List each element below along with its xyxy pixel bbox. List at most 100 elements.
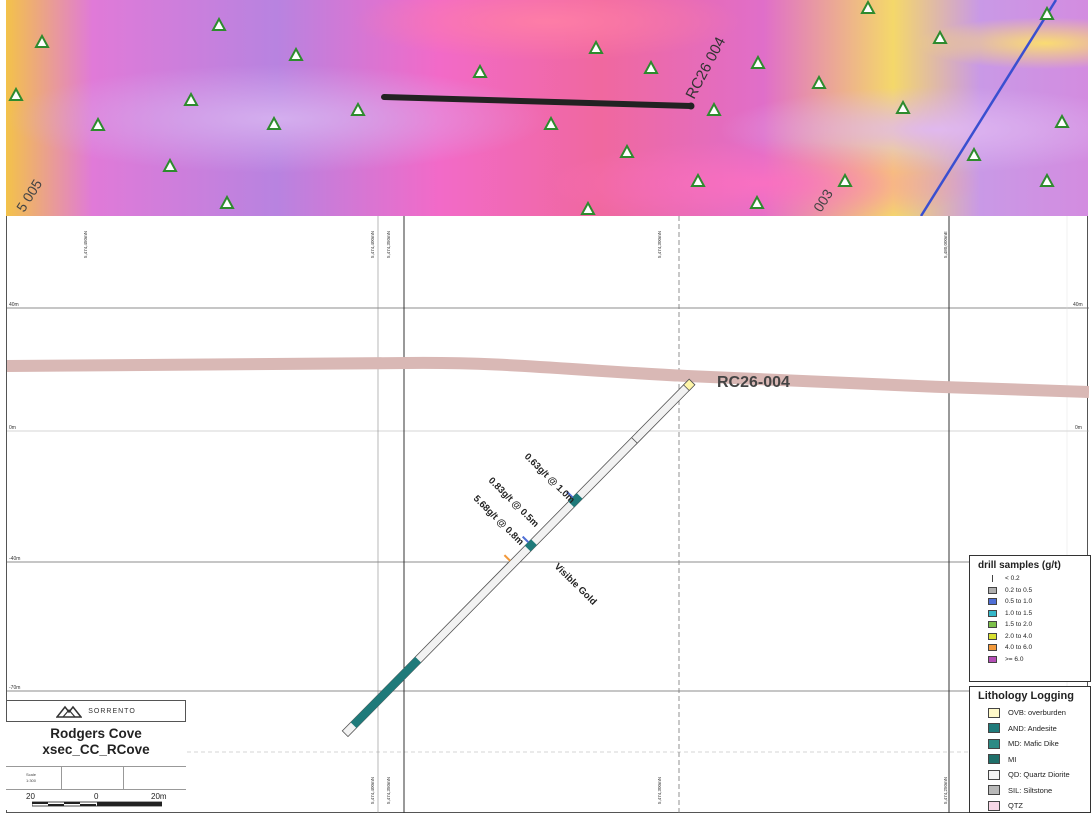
lith-legend-swatch: [988, 723, 1000, 734]
lith-legend-label: MI: [1008, 754, 1017, 764]
lith-legend-item: MI: [970, 752, 1090, 768]
drill-legend-swatch: [988, 632, 997, 640]
station-triangle-icon: [162, 157, 178, 172]
drill-legend-swatch: [988, 598, 997, 606]
lith-legend-swatch: [988, 785, 1000, 796]
scale-tick: 20: [26, 792, 35, 801]
station-triangle-icon: [472, 63, 488, 78]
drill-legend-label: >= 6.0: [1005, 655, 1024, 663]
stations-group: [8, 0, 1070, 215]
drill-legend-title: drill samples (g/t): [978, 560, 1061, 571]
lith-legend-swatch: [988, 738, 1000, 749]
drill-trace: [381, 94, 694, 109]
station-triangle-icon: [8, 86, 24, 101]
scale-tick: 0: [94, 792, 99, 801]
section-hole-label: RC26-004: [717, 374, 790, 391]
drill-legend-label: < 0.2: [1005, 575, 1020, 583]
station-triangle-icon: [1039, 5, 1055, 20]
station-triangle-icon: [860, 0, 876, 14]
station-triangle-icon: [350, 101, 366, 116]
company-name: SORRENTO: [88, 707, 136, 715]
station-triangle-icon: [619, 143, 635, 158]
station-triangle-icon: [1054, 113, 1070, 128]
drill-legend-item: 1.5 to 2.0: [970, 619, 1090, 631]
station-triangle-icon: [895, 99, 911, 114]
station-triangle-icon: [1039, 172, 1055, 187]
northing-label: 5,474,350mN: [386, 777, 391, 804]
drill-legend-label: 4.0 to 6.0: [1005, 644, 1033, 652]
visible-gold-label: Visible Gold: [552, 561, 599, 607]
topography-surface: [6, 356, 1090, 398]
lith-legend-label: OVB: overburden: [1008, 708, 1066, 718]
lith-legend-swatch: [988, 769, 1000, 780]
lith-legend-title: Lithology Logging: [978, 690, 1074, 702]
elev-label: -70m: [9, 685, 20, 691]
lith-legend-item: OVB: overburden: [970, 705, 1090, 721]
scale-bar-graphic: [32, 801, 162, 807]
lith-legend-swatch: [988, 800, 1000, 811]
drill-legend-label: 2.0 to 4.0: [1005, 632, 1033, 640]
station-triangle-icon: [90, 116, 106, 131]
elev-label: 0m: [9, 425, 16, 431]
logo-mark-icon: [56, 705, 83, 718]
northing-label: 5,474,300mN: [657, 777, 662, 804]
meta-table: Scale 1:300: [6, 766, 186, 790]
lith-legend-item: AND: Andesite: [970, 721, 1090, 737]
station-triangle-icon: [183, 91, 199, 106]
drill-legend-swatch: [988, 644, 997, 652]
elev-label: 40m: [1073, 302, 1083, 308]
station-triangle-icon: [706, 101, 722, 116]
lithology-legend: Lithology Logging OVB: overburden AND: An…: [969, 686, 1091, 813]
drill-legend-item: 4.0 to 6.0: [970, 642, 1090, 654]
station-triangle-icon: [932, 29, 948, 44]
drill-legend-label: 1.0 to 1.5: [1005, 609, 1033, 617]
drill-legend-item: 0.2 to 0.5: [970, 585, 1090, 597]
lith-legend-label: SIL: Siltstone: [1008, 785, 1053, 795]
station-triangle-icon: [643, 59, 659, 74]
drill-legend-item: >= 6.0: [970, 654, 1090, 666]
station-triangle-icon: [288, 46, 304, 61]
cross-section-svg: RC26-004 0.63g/t @ 1.0m 0.83g/t @ 0.5m 5…: [6, 216, 1090, 813]
lith-legend-item: MD: Mafic Dike: [970, 736, 1090, 752]
lith-legend-item: QTZ: [970, 798, 1090, 814]
drill-legend-swatch: [988, 586, 997, 594]
drill-legend-item: 2.0 to 4.0: [970, 631, 1090, 643]
station-triangle-icon: [219, 194, 235, 209]
lith-legend-item: SIL: Siltstone: [970, 783, 1090, 799]
northing-label: 5,474,250mN: [943, 777, 948, 804]
station-triangle-icon: [837, 172, 853, 187]
drill-legend-item: 0.5 to 1.0: [970, 596, 1090, 608]
lith-legend-label: AND: Andesite: [1008, 723, 1057, 733]
lith-legend-swatch: [988, 754, 1000, 765]
elev-label: -40m: [9, 556, 20, 562]
station-triangle-icon: [750, 54, 766, 69]
station-triangle-icon: [690, 172, 706, 187]
northing-label: 5,474,300mN: [657, 231, 662, 258]
northing-label: 5,474,400mN: [370, 231, 375, 258]
elev-label: 0m: [1075, 425, 1082, 431]
drill-hole: [341, 378, 696, 738]
plan-map: RC26 004 5 005 003: [6, 0, 1088, 218]
company-logo: SORRENTO: [6, 700, 186, 722]
boundary-line: [919, 0, 1058, 216]
drill-legend-swatch: [992, 575, 993, 583]
station-triangle-icon: [580, 200, 596, 215]
lith-legend-label: QTZ: [1008, 801, 1023, 811]
cross-section-panel: RC26-004 0.63g/t @ 1.0m 0.83g/t @ 0.5m 5…: [6, 216, 1090, 813]
drill-samples-legend: drill samples (g/t) < 0.2 0.2 to 0.5 0.5 t…: [969, 555, 1091, 682]
lith-legend-swatch: [988, 707, 1000, 718]
title-block: SORRENTO Rodgers Cove xsec_CC_RCove Scal…: [6, 700, 186, 810]
northing-label: 5,480,000mE: [943, 231, 948, 258]
scale-bar: 20 0 20m: [6, 792, 186, 810]
drill-legend-swatch: [988, 609, 997, 617]
drill-legend-swatch: [988, 621, 997, 629]
drill-legend-item: 1.0 to 1.5: [970, 608, 1090, 620]
drill-legend-label: 0.5 to 1.0: [1005, 598, 1033, 606]
drill-legend-label: 1.5 to 2.0: [1005, 621, 1033, 629]
station-triangle-icon: [543, 115, 559, 130]
station-triangle-icon: [749, 194, 765, 209]
drill-legend-swatch: [988, 655, 997, 663]
station-triangle-icon: [266, 115, 282, 130]
station-triangle-icon: [34, 33, 50, 48]
